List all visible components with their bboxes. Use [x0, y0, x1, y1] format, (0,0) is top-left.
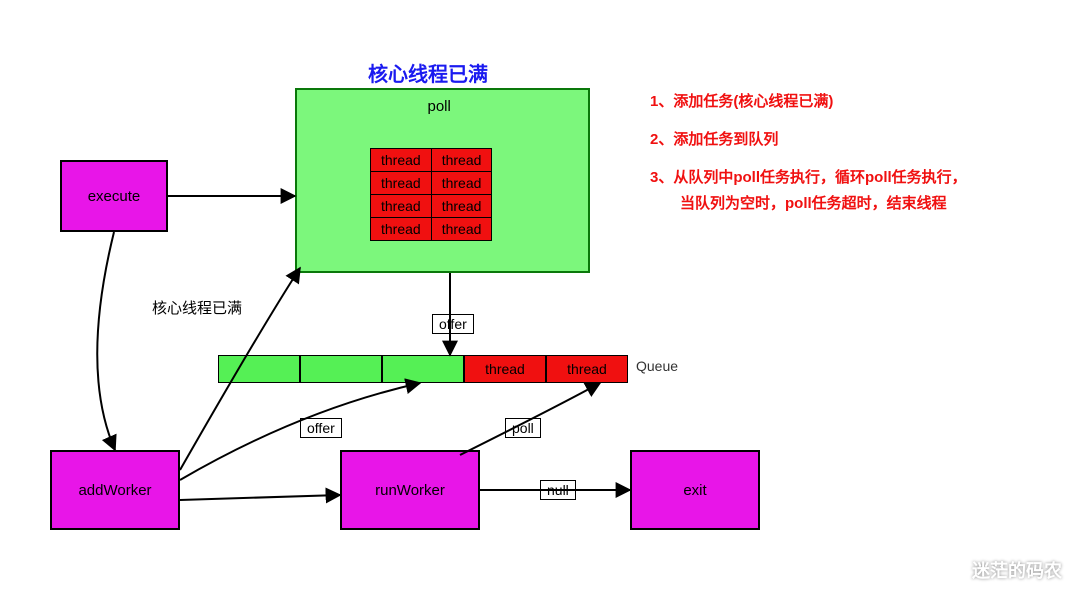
- note-3b: 当队列为空时，poll任务超时，结束线程: [650, 192, 1060, 216]
- edge-label-core-full: 核心线程已满: [146, 296, 248, 319]
- node-execute: execute: [60, 160, 168, 232]
- node-exit: exit: [630, 450, 760, 530]
- node-addworker-label: addWorker: [78, 482, 151, 499]
- thread-cell: thread: [431, 195, 492, 218]
- thread-cell: thread: [371, 149, 432, 172]
- node-exit-label: exit: [683, 482, 706, 499]
- node-runworker-label: runWorker: [375, 482, 445, 499]
- queue: threadthread: [218, 355, 628, 383]
- diagram-title: 核心线程已满: [368, 58, 488, 87]
- queue-label: Queue: [636, 358, 678, 374]
- diagram-canvas: 核心线程已满 execute addWorker runWorker exit …: [0, 0, 1080, 593]
- queue-cell: [218, 355, 300, 383]
- wechat-icon: [938, 558, 966, 582]
- thread-cell: thread: [371, 195, 432, 218]
- note-3a: 3、从队列中poll任务执行，循环poll任务执行，: [650, 166, 1060, 190]
- thread-table: threadthreadthreadthreadthreadthreadthre…: [370, 148, 492, 241]
- watermark: 迷茫的码农: [938, 557, 1062, 583]
- edge-label-offer-bot: offer: [300, 418, 342, 438]
- thread-cell: thread: [371, 218, 432, 241]
- node-runworker: runWorker: [340, 450, 480, 530]
- node-execute-label: execute: [88, 188, 141, 205]
- queue-cell: thread: [546, 355, 628, 383]
- addw-to-runw: [180, 495, 340, 500]
- notes: 1、添加任务(核心线程已满) 2、添加任务到队列 3、从队列中poll任务执行，…: [650, 90, 1060, 230]
- watermark-text: 迷茫的码农: [972, 557, 1062, 583]
- thread-cell: thread: [431, 149, 492, 172]
- thread-cell: thread: [431, 172, 492, 195]
- execute-to-addw: [97, 232, 115, 450]
- queue-cell: [382, 355, 464, 383]
- node-addworker: addWorker: [50, 450, 180, 530]
- edge-label-poll-bot: poll: [505, 418, 541, 438]
- note-2: 2、添加任务到队列: [650, 128, 1060, 152]
- edge-label-offer-top: offer: [432, 314, 474, 334]
- thread-cell: thread: [431, 218, 492, 241]
- edge-label-null: null: [540, 480, 576, 500]
- pool-label: poll: [428, 98, 451, 115]
- queue-cell: [300, 355, 382, 383]
- thread-cell: thread: [371, 172, 432, 195]
- note-1: 1、添加任务(核心线程已满): [650, 90, 1060, 114]
- queue-cell: thread: [464, 355, 546, 383]
